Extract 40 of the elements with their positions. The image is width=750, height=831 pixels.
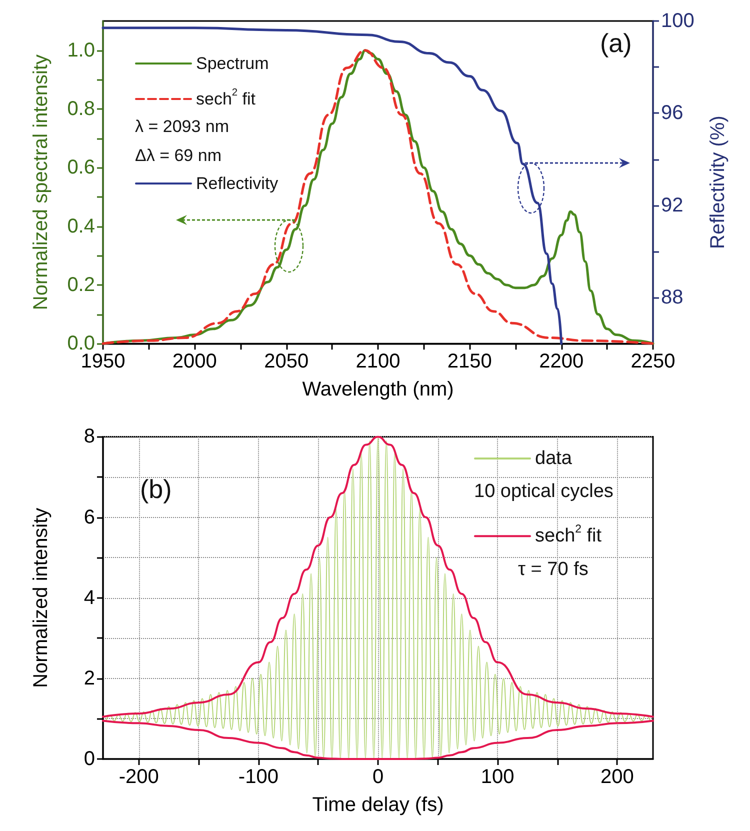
annotation: Δλ = 69 nm bbox=[135, 146, 222, 165]
x-tick-label: -200 bbox=[118, 766, 159, 788]
x-tick-label: 0 bbox=[372, 766, 384, 788]
x-tick-label: 200 bbox=[600, 766, 634, 788]
x-tick-label: 2150 bbox=[447, 350, 492, 373]
x-tick-label: 2200 bbox=[539, 350, 584, 373]
y-tick-label: 0.6 bbox=[67, 156, 95, 179]
y-tick-label: 1.0 bbox=[67, 39, 95, 62]
x-tick-label: 2100 bbox=[356, 350, 400, 373]
x-tick-label: -100 bbox=[238, 766, 278, 788]
y-tick-label: 0 bbox=[84, 748, 95, 770]
legend-label: Reflectivity bbox=[196, 174, 279, 193]
y-tick-label: 0.8 bbox=[67, 98, 95, 120]
y-tick-label: 0.4 bbox=[67, 215, 95, 238]
line-series bbox=[102, 26, 563, 345]
x-tick-label: 2250 bbox=[630, 350, 676, 373]
x-tick-label: 100 bbox=[480, 766, 514, 788]
y2-axis-title: Reflectivity (%) bbox=[707, 116, 729, 249]
x-tick-label: 2050 bbox=[264, 350, 309, 373]
y-axis-title: Normalized spectral intensity bbox=[30, 54, 52, 310]
y-tick-label: 4 bbox=[84, 586, 95, 609]
legend-label: data bbox=[535, 448, 572, 469]
annotation: 10 optical cycles bbox=[474, 481, 614, 502]
y-axis-title: Normalized intensity bbox=[30, 508, 52, 688]
x-tick-label: 2000 bbox=[172, 350, 217, 373]
annotation: τ = 70 fs bbox=[518, 559, 588, 580]
x-axis-title: Wavelength (nm) bbox=[302, 378, 454, 401]
y-tick-label: 6 bbox=[84, 506, 95, 528]
annotation: (a) bbox=[600, 28, 632, 58]
x-axis-title: Time delay (fs) bbox=[312, 794, 444, 816]
annotation: (b) bbox=[140, 474, 172, 504]
y-tick-label: 0.2 bbox=[67, 274, 95, 296]
annotation: λ = 2093 nm bbox=[135, 117, 230, 136]
legend-label: Spectrum bbox=[196, 54, 269, 73]
y2-tick-label: 88 bbox=[661, 286, 684, 309]
y-tick-label: 8 bbox=[84, 426, 95, 448]
y2-tick-label: 100 bbox=[661, 10, 694, 32]
y2-tick-label: 96 bbox=[661, 102, 684, 124]
y-tick-label: 2 bbox=[84, 667, 95, 690]
y2-tick-label: 92 bbox=[661, 194, 684, 216]
